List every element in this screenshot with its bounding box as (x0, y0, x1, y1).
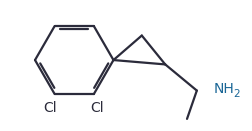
Text: 2: 2 (233, 89, 240, 99)
Text: Cl: Cl (43, 101, 57, 115)
Text: Cl: Cl (90, 101, 103, 115)
Text: NH: NH (213, 83, 234, 96)
